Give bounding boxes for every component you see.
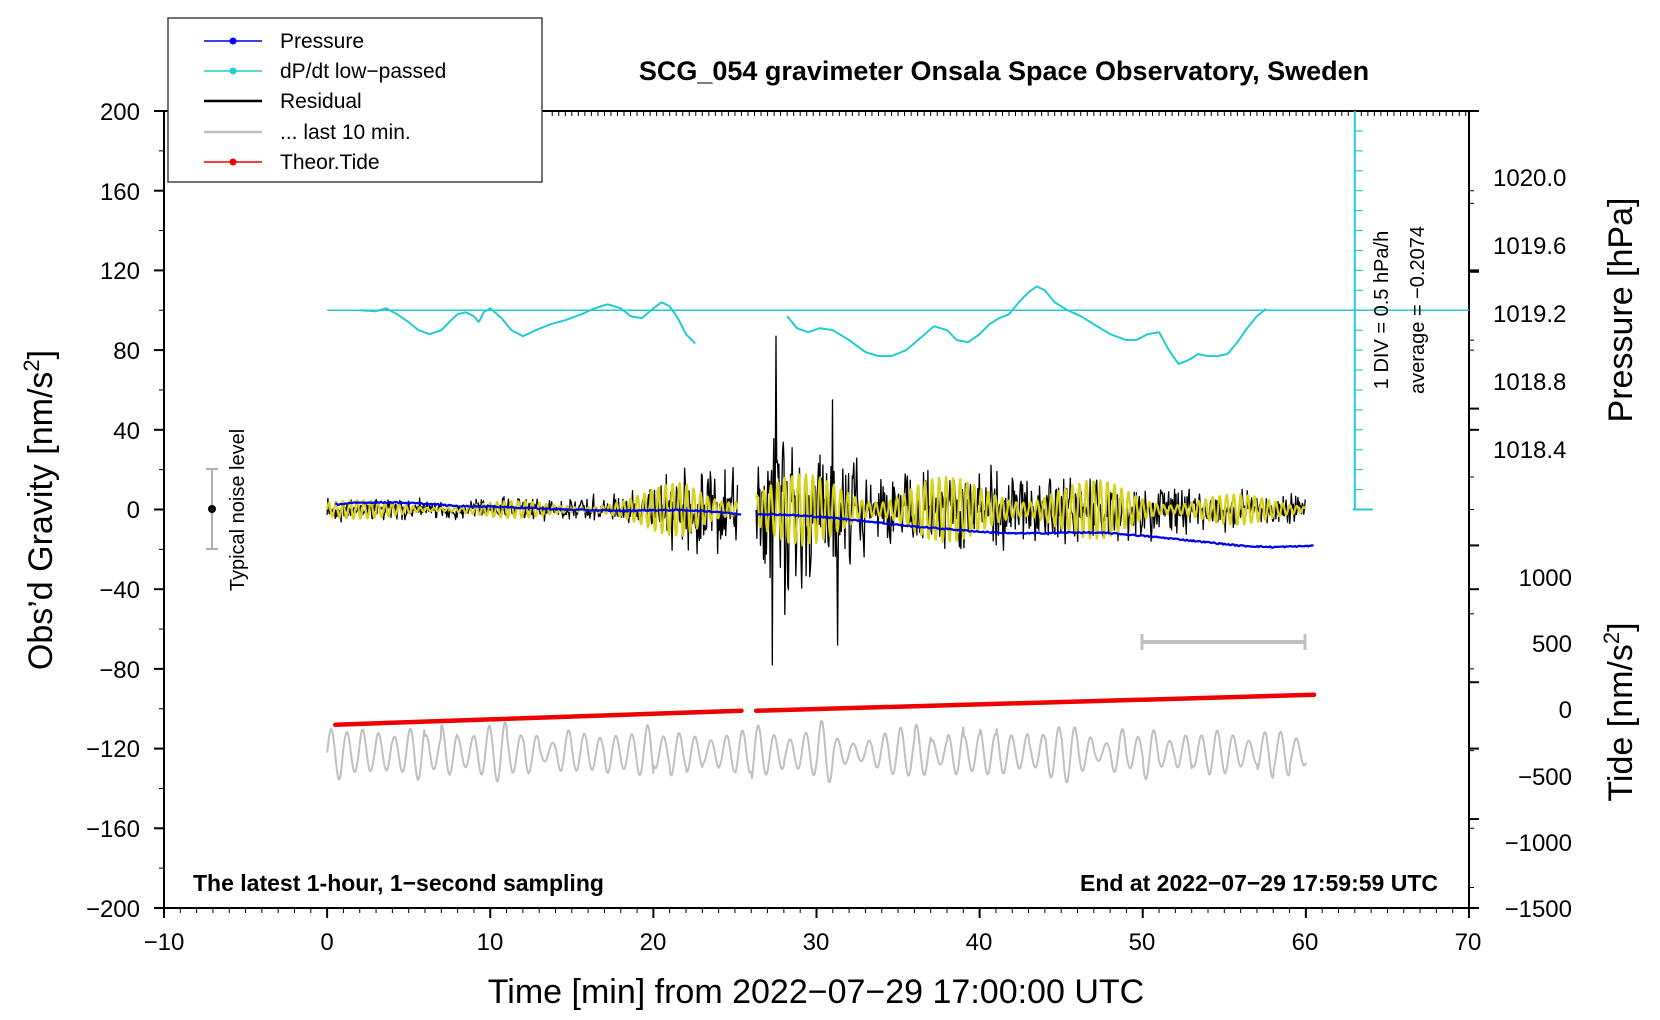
pressure-tick-label: 1019.6 [1493,233,1566,260]
pressure-trace [335,500,742,516]
x-tick-label: 70 [1455,929,1482,956]
dpdt-trace [359,301,696,345]
y-left-axis-title: Obs’d Gravity [nm/s2] [19,350,60,670]
tide-label-main: Tide [nm/s [1602,644,1640,801]
y-left-tick-label: 40 [113,418,140,445]
y-left-tick-label: −120 [86,736,140,763]
dpdt-div-label: 1 DIV = 0.5 hPa/h [1371,231,1393,389]
tide-tick-label: −500 [1518,764,1572,791]
x-tick-label: 60 [1292,929,1319,956]
y-left-tick-label: 120 [100,258,140,285]
top-minor-ticks [551,111,1467,116]
tide-tick-label: 500 [1532,631,1572,658]
legend-label-residual: Residual [280,90,362,113]
y-left-tick-label: −200 [86,896,140,923]
x-tick-label: 0 [320,929,333,956]
axis-ticks [154,110,1479,918]
data-series [326,285,1469,784]
y-left-tick-label: 80 [113,338,140,365]
tide-label-sup: 2 [1599,632,1624,644]
y-left-tick-labels: 200 160 120 80 40 0 −40 −80 −120 −160 −2… [86,99,140,923]
tide-label-end: ] [1602,622,1640,631]
legend-label-pressure: Pressure [280,30,364,53]
legend: Pressure dP/dt low−passed Residual ... l… [167,17,543,183]
x-axis-title: Time [min] from 2022−07−29 17:00:00 UTC [488,973,1144,1011]
x-tick-label: 20 [640,929,667,956]
pressure-tick-label: 1018.4 [1493,437,1566,464]
y-left-tick-label: −40 [99,577,140,604]
dpdt-scale-bar [1352,111,1373,511]
pressure-tick-label: 1020.0 [1493,165,1566,192]
noise-level-label: Typical noise level [227,429,249,591]
tide-axis-title: Tide [nm/s2] [1599,622,1640,801]
y-left-tick-label: 160 [100,179,140,206]
footer-left-text: The latest 1-hour, 1−second sampling [193,870,604,896]
tide-tick-label: 0 [1559,697,1572,724]
legend-label-dpdt: dP/dt low−passed [280,60,446,83]
x-tick-label: 40 [966,929,993,956]
chart-title: SCG_054 gravimeter Onsala Space Observat… [639,56,1369,86]
pressure-axis-title: Pressure [hPa] [1602,198,1640,423]
x-tick-label: 30 [803,929,830,956]
legend-marker-dpdt [229,67,237,75]
y-left-tick-label: 200 [100,99,140,126]
tide-tick-label: −1500 [1505,896,1572,923]
x-tick-label: 50 [1129,929,1156,956]
legend-marker-tide [229,158,237,166]
residual-smoothed-trace [326,481,739,538]
tide-tick-label: 1000 [1519,565,1572,592]
y-left-tick-label: −80 [99,657,140,684]
tide-trace [753,692,1317,713]
dpdt-trace [786,285,1267,365]
pressure-tick-labels: 1020.0 1019.6 1019.2 1018.8 1018.4 [1493,165,1566,464]
dpdt-average-label: average = −0.2074 [1407,226,1429,394]
pressure-tick-label: 1018.8 [1493,369,1566,396]
y-left-label-sup: 2 [19,359,44,371]
pressure-trace [756,512,1314,549]
tide-trace [333,708,744,727]
last-10-min-trace [326,719,1307,784]
x-tick-labels: −10 0 10 20 30 40 50 60 70 [144,929,1482,956]
y-left-label-end: ] [22,350,60,359]
legend-label-last10: ... last 10 min. [280,121,411,144]
noise-level-marker [206,468,218,550]
y-left-tick-label: 0 [127,497,140,524]
legend-label-tide: Theor.Tide [280,151,380,174]
footer-right-text: End at 2022−07−29 17:59:59 UTC [1080,870,1438,896]
y-left-label-main: Obs’d Gravity [nm/s [22,372,60,671]
residual-smoothed-trace [755,473,1307,547]
tide-tick-labels: 1000 500 0 −500 −1000 −1500 [1505,565,1572,923]
x-tick-label: 10 [477,929,504,956]
y-left-tick-label: −160 [86,816,140,843]
noise-bar-dot [208,505,216,513]
tide-tick-label: −1000 [1505,830,1572,857]
ten-minute-bar [1140,634,1307,650]
x-tick-label: −10 [144,929,185,956]
legend-marker-pressure [229,37,237,45]
pressure-tick-label: 1019.2 [1493,301,1566,328]
